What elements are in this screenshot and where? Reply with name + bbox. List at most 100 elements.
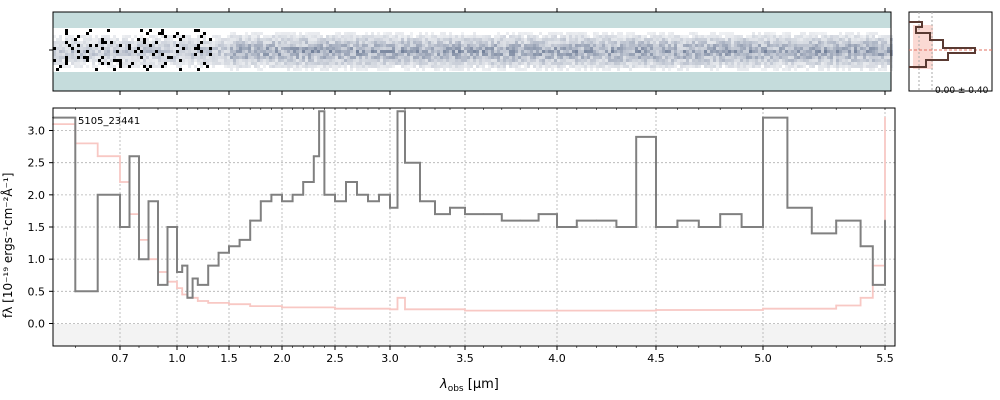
spectrum-2d-pixel <box>359 62 362 65</box>
spectrum-2d-pixel <box>389 56 392 59</box>
spectrum-2d-pixel <box>398 62 401 65</box>
spectrum-2d-pixel <box>830 41 833 44</box>
spectrum-2d-pixel <box>368 50 371 53</box>
spectrum-2d-pixel <box>545 59 548 62</box>
spectrum-2d-pixel <box>137 38 140 41</box>
spectrum-2d-pixel <box>407 53 410 56</box>
spectrum-2d-pixel <box>152 59 155 62</box>
spectrum-2d-pixel <box>854 62 857 65</box>
spectrum-2d-pixel <box>824 62 827 65</box>
spectrum-2d-pixel <box>455 68 458 71</box>
spectrum-2d-pixel <box>788 53 791 56</box>
spectrum-2d-pixel <box>221 38 224 41</box>
spectrum-2d-pixel <box>365 68 368 71</box>
spectrum-2d-pixel <box>500 44 503 47</box>
spectrum-2d-pixel <box>872 65 875 68</box>
spectrum-2d-pixel <box>752 38 755 41</box>
spectrum-2d-pixel <box>653 59 656 62</box>
spectrum-2d-pixel <box>392 38 395 41</box>
spectrum-2d-pixel <box>581 38 584 41</box>
spectrum-2d-pixel <box>413 65 416 68</box>
spectrum-2d-pixel <box>629 41 632 44</box>
spectrum-2d-pixel <box>434 35 437 38</box>
spectrum-2d-pixel <box>521 35 524 38</box>
spectrum-2d-pixel <box>326 65 329 68</box>
spectrum-2d-pixel <box>728 53 731 56</box>
spectrum-2d-pixel <box>386 41 389 44</box>
series-flux-point <box>74 290 77 293</box>
spectrum-2d-pixel <box>59 44 62 47</box>
spectrum-2d-pixel <box>278 41 281 44</box>
spectrum-2d-pixel <box>785 47 788 50</box>
spectrum-2d-pixel <box>554 32 557 35</box>
spectrum-2d-pixel <box>431 47 434 50</box>
spectrum-2d-pixel <box>635 56 638 59</box>
spectrum-2d-pixel <box>170 47 173 50</box>
spectrum-2d-pixel <box>452 59 455 62</box>
spectrum-2d-pixel <box>158 41 161 44</box>
spectrum-2d-pixel <box>227 56 230 59</box>
spectrum-2d-pixel <box>629 50 632 53</box>
spectrum-2d-pixel <box>653 53 656 56</box>
spectrum-2d-pixel <box>488 44 491 47</box>
spectrum-2d-pixel <box>638 47 641 50</box>
spectrum-2d-pixel <box>848 50 851 53</box>
spectrum-2d-pixel <box>395 41 398 44</box>
spectrum-2d-pixel <box>293 44 296 47</box>
spectrum-2d-pixel <box>680 65 683 68</box>
spectrum-2d-pixel <box>407 44 410 47</box>
spectrum-2d-pixel <box>155 35 158 38</box>
spectrum-2d-pixel <box>158 38 161 41</box>
series-uncertainty-point <box>884 116 886 119</box>
spectrum-2d-pixel <box>764 44 767 47</box>
spectrum-2d-pixel <box>719 53 722 56</box>
spectrum-2d-pixel <box>365 62 368 65</box>
spectrum-2d-pixel <box>473 59 476 62</box>
spectrum-2d-pixel <box>809 38 812 41</box>
spectrum-2d-pixel <box>473 32 476 35</box>
spectrum-2d-pixel <box>665 62 668 65</box>
spectrum-2d-pixel <box>815 38 818 41</box>
spectrum-2d-pixel <box>602 38 605 41</box>
spectrum-2d-pixel <box>566 59 569 62</box>
spectrum-2d-pixel <box>671 56 674 59</box>
spectrum-2d-pixel <box>539 38 542 41</box>
spectrum-2d-pixel <box>479 56 482 59</box>
spectrum-2d-pixel <box>146 44 149 47</box>
spectrum-2d-pixel <box>815 53 818 56</box>
spectrum-2d-pixel <box>380 44 383 47</box>
spectrum-2d-pixel <box>848 41 851 44</box>
spectrum-2d-pixel <box>878 62 881 65</box>
spectrum-2d-pixel <box>848 62 851 65</box>
spectrum-2d-pixel <box>116 41 119 44</box>
spectrum-2d-pixel <box>770 32 773 35</box>
series-flux-point <box>676 219 679 222</box>
spectrum-2d-pixel <box>590 56 593 59</box>
spectrum-2d-pixel <box>623 53 626 56</box>
spectrum-2d-pixel <box>98 38 101 41</box>
spectrum-2d-pixel <box>107 59 110 62</box>
spectrum-2d-pixel <box>611 59 614 62</box>
spectrum-2d-pixel <box>128 62 131 65</box>
spectrum-2d-pixel <box>854 44 857 47</box>
spectrum-2d-pixel <box>602 50 605 53</box>
spectrum-2d-pixel <box>89 38 92 41</box>
spectrum-2d-pixel <box>824 35 827 38</box>
spectrum-2d-pixel <box>251 44 254 47</box>
spectrum-2d-pixel <box>179 53 182 56</box>
spectrum-2d-pixel <box>515 56 518 59</box>
spectrum-2d-pixel <box>176 59 179 62</box>
spectrum-2d-pixel <box>629 35 632 38</box>
spectrum-2d-pixel <box>764 62 767 65</box>
spectrum-2d-pixel <box>596 47 599 50</box>
series-flux-point <box>519 219 522 222</box>
spectrum-2d-pixel <box>524 38 527 41</box>
spectrum-2d-pixel <box>170 56 173 59</box>
series-uncertainty-point <box>181 293 184 296</box>
spectrum-2d-pixel <box>218 35 221 38</box>
spectrum-2d-pixel <box>788 56 791 59</box>
spectrum-2d-pixel <box>887 41 890 44</box>
spectrum-2d-pixel <box>506 62 509 65</box>
spectrum-2d-pixel <box>182 53 185 56</box>
spectrum-2d-pixel <box>74 53 77 56</box>
